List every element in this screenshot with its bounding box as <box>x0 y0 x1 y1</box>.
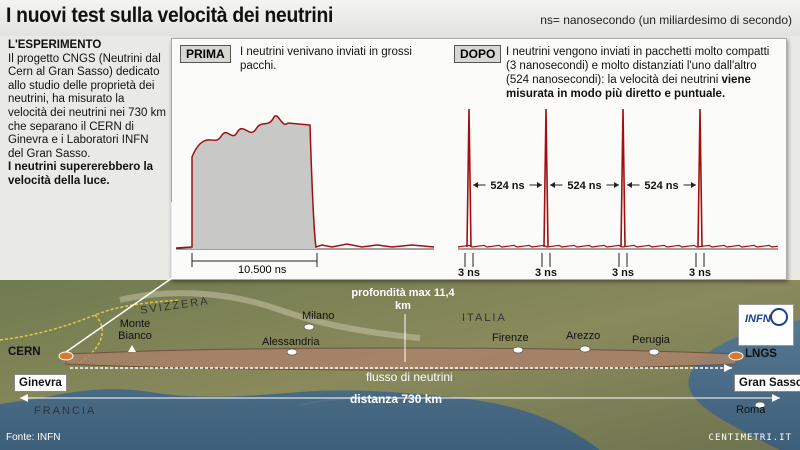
gap-arrowhead <box>691 182 696 188</box>
dopo-text: I neutrini vengono inviati in pacchetti … <box>506 45 778 101</box>
label-alessandria: Alessandria <box>262 336 320 348</box>
infn-logo-text: INFN <box>745 313 771 325</box>
prima-tag: PRIMA <box>180 45 231 63</box>
town-marker <box>286 348 298 356</box>
town-marker <box>754 401 766 409</box>
label-monte-bianco: Monte Bianco <box>118 318 152 342</box>
label-lngs: LNGS <box>745 348 777 360</box>
label-gran-sasso: Gran Sasso <box>734 374 800 392</box>
distance-arrowhead <box>772 394 780 402</box>
dopo-pulse <box>620 108 626 248</box>
prima-pulse-fill <box>192 115 317 250</box>
header-bar <box>0 0 800 36</box>
prima-text: I neutrini venivano inviati in grossi pa… <box>240 46 412 72</box>
gap-arrowhead <box>627 182 632 188</box>
gap-arrowhead <box>614 182 619 188</box>
label-italia: ITALIA <box>462 312 507 324</box>
gap-label: 524 ns <box>644 180 678 192</box>
gap-label: 524 ns <box>567 180 601 192</box>
experiment-body: Il progetto CNGS (Neutrini dal Cern al G… <box>8 52 166 160</box>
experiment-description: L'ESPERIMENTO Il progetto CNGS (Neutrini… <box>8 39 166 189</box>
infn-logo-mark <box>770 308 788 326</box>
comparison-panel: PRIMA I neutrini venivano inviati in gro… <box>171 38 787 280</box>
dopo-tag: DOPO <box>454 45 502 63</box>
dopo-text-bold: viene misurata in modo più diretto e pun… <box>506 74 751 100</box>
connector-line <box>65 202 173 353</box>
town-marker <box>579 345 591 353</box>
beam-arrowhead <box>724 364 732 372</box>
label-flusso: flusso di neutrini <box>366 370 453 384</box>
prima-pulse-line <box>175 115 435 249</box>
town-marker <box>303 323 315 331</box>
alps <box>119 290 421 341</box>
ns-definition: ns= nanosecondo (un miliardesimo di seco… <box>540 13 792 27</box>
gap-label-bg <box>485 177 530 191</box>
label-profondita: profondità max 11,4 km <box>351 287 455 312</box>
distance-arrowhead <box>20 394 28 402</box>
pulse-charts: 3 ns 3 ns 3 ns 3 ns 524 ns 524 ns 524 ns <box>175 108 779 279</box>
pulse-width-label: 3 ns <box>458 267 480 279</box>
gap-label: 524 ns <box>490 180 524 192</box>
dopo-pulse <box>466 108 472 248</box>
gap-arrowhead <box>537 182 542 188</box>
label-perugia: Perugia <box>632 334 670 346</box>
dopo-pulse <box>543 108 549 248</box>
gap-label-bg <box>639 177 684 191</box>
dopo-marks: 3 ns 3 ns 3 ns 3 ns 524 ns 524 ns 524 ns <box>457 108 779 279</box>
gap-arrowhead <box>550 182 555 188</box>
dopo-noise-line <box>457 244 779 248</box>
label-firenze: Firenze <box>492 332 529 344</box>
dopo-pulse <box>697 108 703 248</box>
label-francia: FRANCIA <box>34 405 97 417</box>
label-arezzo: Arezzo <box>566 330 601 342</box>
gap-arrowhead <box>473 182 478 188</box>
italy-map <box>0 280 800 450</box>
map-overlay <box>20 314 780 409</box>
infn-logo: INFN <box>738 304 794 346</box>
source-note: Fonte: INFN <box>6 432 61 443</box>
prima-duration-label: 10.500 ns <box>234 264 291 276</box>
label-ginevra: Ginevra <box>14 374 67 392</box>
town-marker <box>512 346 524 354</box>
pulse-width-label: 3 ns <box>612 267 634 279</box>
pulse-width-label: 3 ns <box>689 267 711 279</box>
dopo-text-normal: I neutrini vengono inviati in pacchetti … <box>506 46 770 86</box>
panel-connector <box>65 202 173 353</box>
label-milano: Milano <box>302 310 335 322</box>
mountain-icon <box>128 345 136 352</box>
lngs-marker <box>728 351 744 361</box>
town-marker <box>648 348 660 356</box>
gap-label-bg <box>562 177 607 191</box>
label-roma: Roma <box>736 404 766 416</box>
label-distanza: distanza 730 km <box>350 392 443 406</box>
credit-note: CENTIMETRI.IT <box>708 433 792 443</box>
pulse-width-label: 3 ns <box>535 267 557 279</box>
experiment-conclusion: I neutrini supererebbero la velocità del… <box>8 161 154 187</box>
page-title: I nuovi test sulla velocità dei neutrini <box>6 4 334 27</box>
experiment-heading: L'ESPERIMENTO <box>8 39 102 51</box>
label-cern: CERN <box>8 346 41 358</box>
crust-tube <box>65 347 737 371</box>
